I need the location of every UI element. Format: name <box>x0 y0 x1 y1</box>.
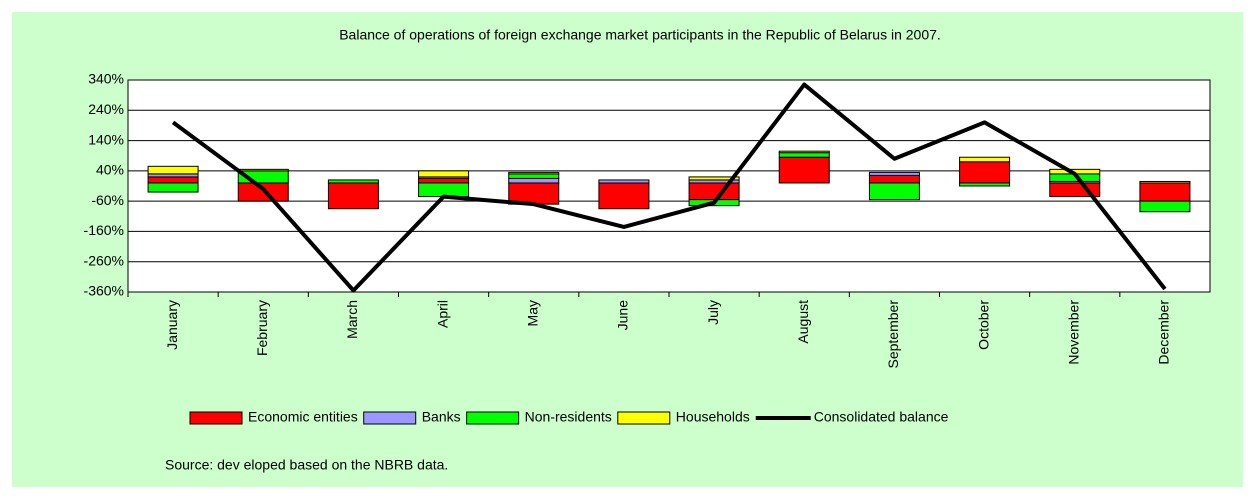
bar-segment <box>237 182 289 202</box>
bar-segment <box>868 182 920 201</box>
legend-label: Banks <box>422 409 461 425</box>
bar-segment <box>688 182 740 201</box>
legend-swatch <box>189 411 243 425</box>
bar-segment <box>327 182 379 210</box>
legend-label: Economic entities <box>248 409 358 425</box>
chart-title: Balance of operations of foreign exchang… <box>339 27 941 43</box>
x-tick-label: January <box>164 300 180 350</box>
x-tick-label: April <box>434 300 450 328</box>
bar-segment <box>1139 182 1191 202</box>
legend-swatch <box>363 411 417 425</box>
bar-segment <box>1139 180 1191 184</box>
y-tick-label: -160% <box>84 222 124 238</box>
legend-swatch <box>617 411 671 425</box>
bar-segment <box>778 152 830 158</box>
bar-segment <box>147 182 199 193</box>
x-tick-label: May <box>524 300 540 326</box>
bar-segment <box>778 156 830 184</box>
bar-segment <box>598 179 650 184</box>
bar-segment <box>778 150 830 154</box>
bar-segment <box>147 165 199 175</box>
x-tick-label: November <box>1065 300 1081 365</box>
bar-segment <box>959 182 1011 187</box>
y-tick-label: -260% <box>84 252 124 268</box>
bar-segment <box>508 177 560 184</box>
y-tick-label: -60% <box>91 192 124 208</box>
bar-segment <box>868 171 920 176</box>
x-tick-label: March <box>344 300 360 339</box>
bar-segment <box>147 176 199 184</box>
bar-segment <box>418 170 470 178</box>
bar-segment <box>1139 200 1191 213</box>
legend-label: Consolidated balance <box>814 409 949 425</box>
bar-segment <box>688 176 740 181</box>
x-tick-label: October <box>975 300 991 350</box>
bar-segment <box>508 173 560 179</box>
x-tick-label: September <box>885 300 901 369</box>
source-note: Source: dev eloped based on the NBRB dat… <box>165 457 448 473</box>
x-tick-label: February <box>254 300 270 356</box>
bar-segment <box>868 174 920 184</box>
balance-line <box>171 82 1167 293</box>
legend-swatch <box>466 411 520 425</box>
bar-segment <box>959 161 1011 184</box>
bar-segment <box>598 182 650 210</box>
x-tick-label: June <box>615 300 631 331</box>
bar-segment <box>508 171 560 175</box>
y-tick-label: 240% <box>88 101 124 117</box>
y-tick-label: -360% <box>84 283 124 299</box>
y-tick-label: 40% <box>96 162 124 178</box>
plot-area <box>127 79 1211 293</box>
bar-segment <box>237 168 289 172</box>
bar-segment <box>327 179 379 184</box>
y-tick-label: 340% <box>88 71 124 87</box>
bar-segment <box>418 182 470 198</box>
y-tick-label: 140% <box>88 131 124 147</box>
x-tick-label: July <box>705 300 721 325</box>
legend-label: Non-residents <box>525 409 612 425</box>
bar-segment <box>418 177 470 184</box>
bar-segment <box>959 156 1011 163</box>
x-tick-label: August <box>795 300 811 344</box>
x-tick-label: December <box>1156 300 1172 365</box>
legend-label: Households <box>676 409 750 425</box>
